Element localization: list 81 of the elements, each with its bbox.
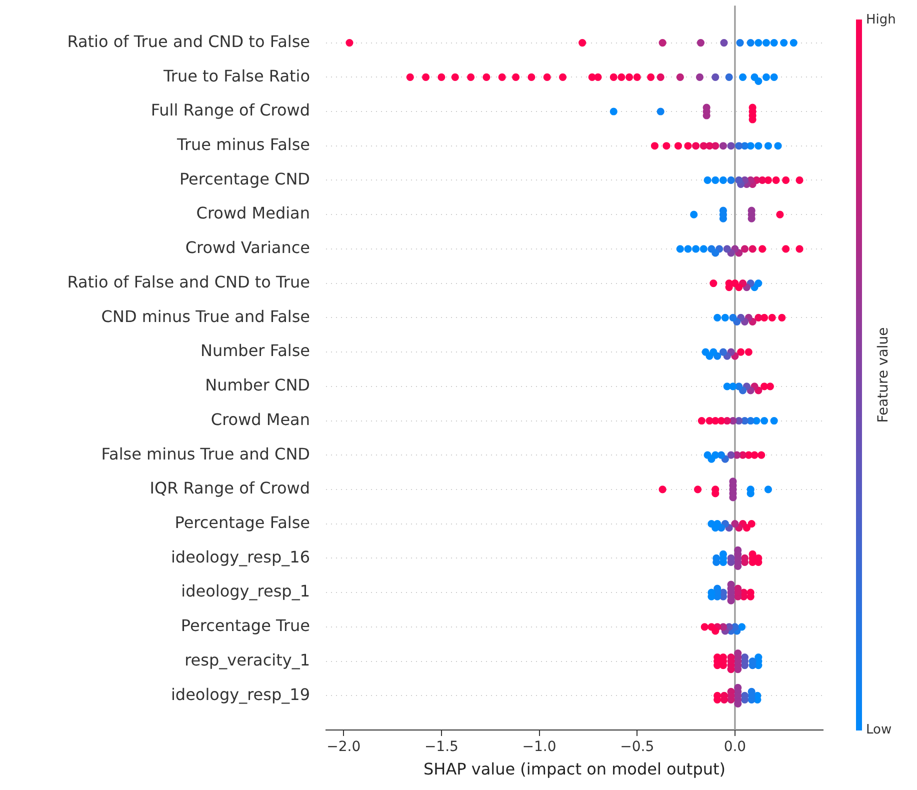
point	[690, 210, 698, 218]
point	[744, 348, 752, 356]
x-tick-label: 0.0	[724, 739, 746, 756]
point	[578, 38, 586, 47]
point	[684, 142, 692, 150]
point	[740, 245, 749, 253]
y-tick-label: ideology_resp_19	[170, 684, 310, 704]
point	[694, 486, 702, 494]
point	[676, 245, 684, 253]
point	[610, 73, 618, 81]
point	[712, 73, 720, 81]
y-tick-label: Crowd Median	[196, 204, 310, 223]
point	[720, 38, 728, 47]
y-tick-label: resp_veracity_1	[184, 650, 310, 670]
point	[625, 73, 634, 81]
point	[750, 73, 758, 81]
point	[704, 451, 712, 459]
y-tick-label: Number False	[200, 341, 310, 360]
point	[770, 73, 778, 81]
point	[647, 73, 655, 81]
point	[662, 142, 670, 150]
point	[700, 142, 708, 150]
point	[748, 245, 756, 253]
point	[656, 108, 664, 116]
point	[704, 176, 712, 184]
point	[782, 176, 790, 184]
y-tick-label: Number CND	[205, 376, 310, 395]
color-bar-label: High	[866, 12, 896, 28]
y-tick-label: Full Range of Crowd	[150, 100, 310, 120]
point	[727, 142, 735, 150]
x-tick-label: −2.0	[326, 739, 361, 756]
point	[692, 142, 700, 150]
y-tick-label: False minus True and CND	[101, 444, 310, 464]
x-axis-title: SHAP value (impact on model output)	[424, 760, 726, 779]
point	[543, 73, 551, 81]
y-tick-label: ideology_resp_16	[170, 547, 310, 566]
point	[758, 245, 766, 253]
y-tick-label: CND minus True and False	[101, 306, 310, 326]
point	[708, 623, 716, 631]
point	[746, 38, 754, 47]
x-tick-label: −1.5	[424, 739, 458, 756]
point	[772, 176, 780, 184]
color-bar-title: Feature value	[876, 327, 892, 423]
point	[702, 348, 710, 356]
point	[735, 176, 743, 184]
y-tick-label: ideology_resp_1	[181, 582, 310, 601]
point	[727, 451, 735, 459]
point	[796, 176, 804, 184]
point	[610, 108, 618, 116]
point	[796, 245, 804, 253]
point	[731, 520, 739, 528]
point	[451, 73, 459, 81]
y-tick-label: True to False Ratio	[162, 66, 310, 86]
point	[723, 382, 731, 390]
point	[422, 73, 430, 81]
point	[656, 73, 664, 81]
y-tick-label: IQR Range of Crowd	[150, 478, 310, 498]
color-bar-label: Low	[866, 722, 892, 738]
point	[618, 73, 626, 81]
y-tick-label: Percentage False	[174, 512, 310, 532]
point	[674, 142, 682, 150]
point	[738, 73, 747, 81]
point	[696, 38, 705, 47]
point	[633, 73, 641, 81]
y-tick-label: Crowd Mean	[210, 410, 310, 429]
point	[708, 520, 716, 528]
point	[754, 314, 762, 322]
x-tick-label: −1.0	[522, 739, 556, 756]
y-tick-label: Crowd Variance	[185, 238, 310, 258]
y-tick-label: Ratio of False and CND to True	[67, 272, 310, 292]
point	[438, 73, 446, 81]
point	[676, 73, 684, 81]
point	[714, 314, 722, 322]
y-tick-label: Percentage True	[180, 616, 310, 636]
point	[706, 416, 714, 425]
point	[782, 245, 790, 253]
y-tick-label: True minus False	[176, 135, 310, 154]
y-tick-label: Ratio of True and CND to False	[67, 32, 310, 51]
point	[762, 73, 770, 81]
y-tick-label: Percentage CND	[179, 169, 310, 188]
x-tick-label: −0.5	[620, 739, 654, 756]
